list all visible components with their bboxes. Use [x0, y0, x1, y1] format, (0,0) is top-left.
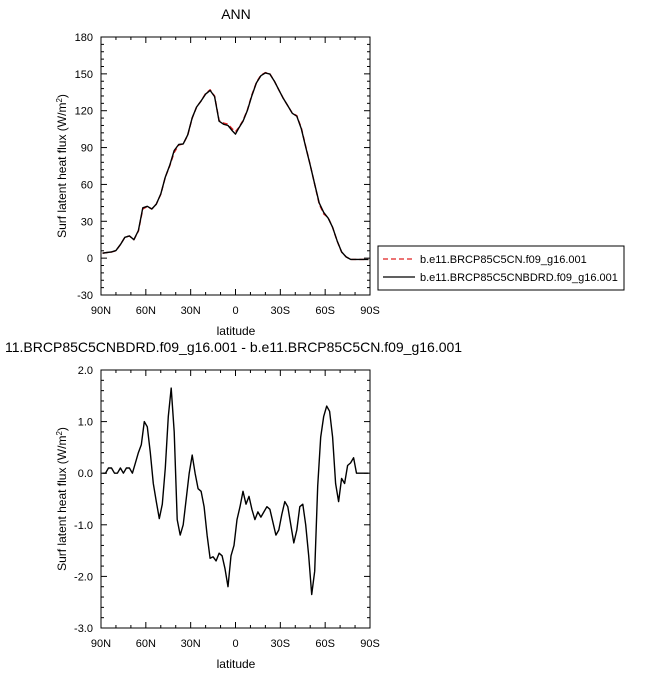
bottom-chart-ytick-label-5: 2.0	[78, 365, 93, 377]
top-chart-ytick-label-7: 180	[75, 32, 93, 44]
bottom-chart-xlabel: latitude	[217, 657, 256, 671]
top-chart-lines	[102, 71, 369, 261]
top-chart-title: ANN	[221, 6, 251, 22]
bottom-chart-xtick-label-3: 0	[232, 638, 238, 650]
top-chart-ylabel-close: )	[55, 94, 69, 98]
top-chart-xtick-label-5: 60S	[315, 305, 335, 317]
top-chart-x-tick-labels: 90N 60N 30N 0 30S 60S 90S	[91, 305, 380, 317]
top-chart-xtick-label-1: 60N	[136, 305, 156, 317]
bottom-chart-series-line-0	[102, 387, 369, 596]
top-chart-ytick-label-6: 150	[75, 69, 93, 81]
top-chart-ylabel-base: Surf latent heat flux (W/m	[55, 103, 69, 238]
legend-label-cnbdrd: b.e11.BRCP85C5CNBDRD.f09_g16.001	[420, 272, 618, 284]
bottom-chart-ticks	[100, 369, 371, 629]
bottom-chart-xtick-label-2: 30N	[181, 638, 201, 650]
bottom-chart-lines	[102, 387, 369, 596]
bottom-chart-ytick-label-4: 1.0	[78, 417, 93, 429]
top-chart-ytick-label-5: 120	[75, 106, 93, 118]
top-chart-xtick-label-2: 30N	[181, 305, 201, 317]
top-chart-series-line-0	[102, 71, 369, 261]
bottom-chart-ytick-label-1: -2.0	[74, 571, 93, 583]
bottom-chart-ytick-label-2: -1.0	[74, 520, 93, 532]
bottom-chart-xtick-label-6: 90S	[360, 638, 380, 650]
bottom-chart-ytick-label-0: -3.0	[74, 623, 93, 635]
top-chart-ylabel: Surf latent heat flux (W/m2)	[55, 94, 70, 238]
top-chart-frame	[100, 36, 371, 296]
bottom-chart-ylabel-close: )	[55, 427, 69, 431]
bottom-chart-frame	[100, 369, 371, 629]
top-chart-xtick-label-3: 0	[232, 305, 238, 317]
top-chart-ticks	[100, 36, 371, 296]
top-chart-ytick-label-2: 30	[81, 216, 93, 228]
top-chart-xtick-label-0: 90N	[91, 305, 111, 317]
top-chart-series-line-1	[102, 72, 369, 261]
bottom-chart-y-tick-labels: -3.0 -2.0 -1.0 0.0 1.0 2.0	[74, 365, 93, 635]
top-chart-xlabel: latitude	[217, 324, 256, 338]
top-chart-ylabel-sup: 2	[55, 98, 64, 103]
bottom-chart-ylabel-sup: 2	[55, 431, 64, 436]
legend: b.e11.BRCP85C5CN.f09_g16.001 b.e11.BRCP8…	[377, 245, 625, 291]
bottom-chart-xtick-label-5: 60S	[315, 638, 335, 650]
top-chart-xtick-label-6: 90S	[360, 305, 380, 317]
top-chart-xtick-label-4: 30S	[271, 305, 291, 317]
top-chart-ytick-label-4: 90	[81, 143, 93, 155]
bottom-chart-xtick-label-1: 60N	[136, 638, 156, 650]
top-chart-panel: ANN -30 0 30 60 90 120 150 180 90N 60N 30N 0 30S 60S…	[55, 6, 380, 338]
bottom-chart-title: 11.BRCP85C5CNBDRD.f09_g16.001 - b.e11.BR…	[5, 339, 462, 355]
bottom-chart-ylabel: Surf latent heat flux (W/m2)	[55, 427, 70, 571]
top-chart-ytick-label-3: 60	[81, 179, 93, 191]
bottom-chart-x-tick-labels: 90N 60N 30N 0 30S 60S 90S	[91, 638, 380, 650]
top-chart-y-tick-labels: -30 0 30 60 90 120 150 180	[75, 32, 93, 302]
bottom-chart-xtick-label-0: 90N	[91, 638, 111, 650]
bottom-chart-ylabel-base: Surf latent heat flux (W/m	[55, 436, 69, 571]
bottom-chart-xtick-label-4: 30S	[271, 638, 291, 650]
legend-label-cn: b.e11.BRCP85C5CN.f09_g16.001	[420, 254, 587, 266]
top-chart-ytick-label-0: -30	[77, 290, 93, 302]
bottom-chart-ytick-label-3: 0.0	[78, 468, 93, 480]
top-chart-ytick-label-1: 0	[87, 253, 93, 265]
bottom-chart-panel: 11.BRCP85C5CNBDRD.f09_g16.001 - b.e11.BR…	[5, 339, 462, 671]
legend-box	[377, 245, 625, 291]
